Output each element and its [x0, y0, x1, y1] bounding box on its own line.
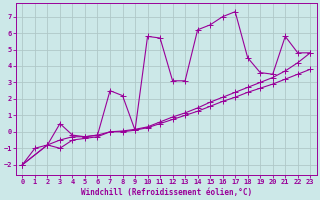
- X-axis label: Windchill (Refroidissement éolien,°C): Windchill (Refroidissement éolien,°C): [81, 188, 252, 197]
